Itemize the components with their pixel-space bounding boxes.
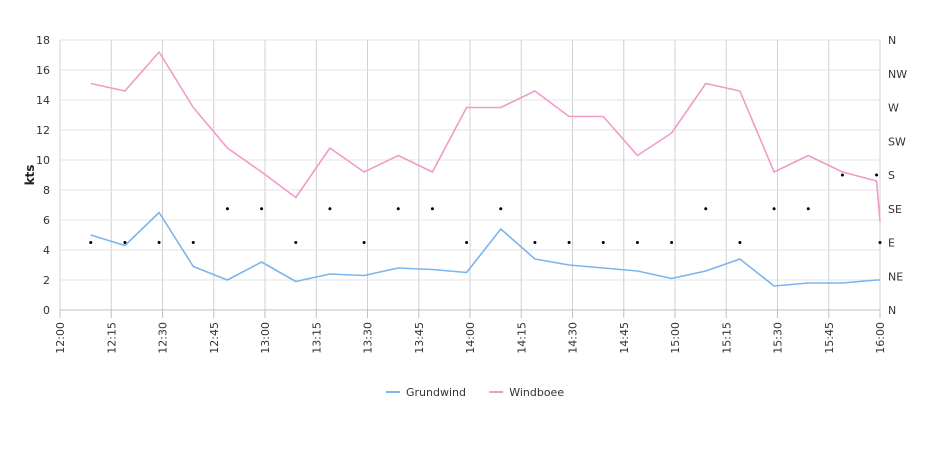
series-line-grundwind	[90, 211, 880, 287]
y-tick-label: 8	[43, 184, 50, 197]
x-tick-label: 14:00	[464, 322, 477, 354]
direction-marker	[704, 207, 708, 211]
x-axis-tick-labels: 12:00 12:15 12:30 12:45 13:00 13:15 13:30 13:45…	[54, 322, 887, 354]
direction-marker	[157, 241, 161, 244]
direction-tick-label: E	[888, 237, 895, 250]
y-tick-label: 4	[43, 244, 50, 257]
direction-markers	[89, 173, 882, 244]
direction-tick-label: NE	[888, 270, 903, 283]
direction-tick-label: W	[888, 102, 899, 115]
direction-marker	[635, 241, 639, 244]
direction-tick-label: N	[888, 34, 896, 47]
x-tick-label: 13:00	[259, 322, 272, 354]
y-tick-label: 12	[36, 124, 50, 137]
y-tick-label: 14	[36, 94, 50, 107]
direction-marker	[806, 207, 810, 211]
x-tick-label: 14:15	[515, 322, 528, 354]
x-tick-label: 13:45	[413, 322, 426, 354]
direction-marker	[738, 241, 742, 244]
direction-marker	[396, 207, 400, 211]
legend-label: Windboee	[509, 386, 564, 399]
legend[interactable]: Grundwind Windboee	[386, 386, 564, 399]
direction-marker	[123, 241, 127, 244]
x-tick-label: 12:15	[105, 322, 118, 354]
series-layer	[90, 51, 881, 287]
x-tick-label: 14:30	[567, 322, 580, 354]
y-tick-label: 2	[43, 274, 50, 287]
x-tick-label: 15:45	[823, 322, 836, 354]
direction-tick-label: SW	[888, 135, 906, 148]
y-tick-label: 0	[43, 304, 50, 317]
x-tick-label: 15:00	[669, 322, 682, 354]
direction-marker	[840, 173, 844, 177]
x-tick-label: 13:15	[310, 322, 323, 354]
y-tick-label: 10	[36, 154, 50, 167]
direction-marker	[533, 241, 537, 244]
direction-marker	[225, 207, 229, 211]
x-tick-label: 12:45	[208, 322, 221, 354]
direction-marker	[328, 207, 332, 211]
y-tick-label: 16	[36, 64, 50, 77]
vertical-gridlines	[59, 40, 881, 318]
y-tick-label: 6	[43, 214, 50, 227]
x-tick-label: 15:15	[720, 322, 733, 354]
direction-marker	[875, 173, 879, 177]
direction-marker	[294, 241, 298, 244]
direction-marker	[772, 207, 776, 211]
x-tick-label: 16:00	[874, 322, 887, 354]
direction-tick-label: SE	[888, 203, 902, 216]
direction-tick-label: N	[888, 304, 896, 317]
direction-marker	[191, 241, 195, 244]
direction-marker	[670, 241, 674, 244]
direction-marker	[260, 207, 264, 211]
direction-marker	[878, 241, 882, 244]
direction-tick-label: S	[888, 169, 895, 182]
direction-marker	[89, 241, 93, 244]
direction-axis-tick-labels: N NE E SE S SW W NW N	[888, 34, 907, 317]
y-axis-title: kts	[23, 165, 37, 186]
y-tick-label: 18	[36, 34, 50, 47]
direction-marker	[499, 207, 503, 211]
legend-item-windboee[interactable]: Windboee	[489, 386, 564, 399]
direction-marker	[362, 241, 366, 244]
direction-marker	[430, 207, 434, 211]
x-tick-label: 12:00	[54, 322, 67, 354]
series-line-windboee	[90, 51, 881, 222]
x-tick-label: 15:30	[772, 322, 785, 354]
direction-marker	[601, 241, 605, 244]
direction-tick-label: NW	[888, 68, 907, 81]
x-tick-label: 13:30	[362, 322, 375, 354]
legend-item-grundwind[interactable]: Grundwind	[386, 386, 466, 399]
x-tick-label: 12:30	[157, 322, 170, 354]
legend-label: Grundwind	[406, 386, 466, 399]
direction-marker	[567, 241, 571, 244]
direction-marker	[465, 241, 469, 244]
y-axis-tick-labels: 0 2 4 6 8 10 12 14 16 18	[36, 34, 50, 317]
x-tick-label: 14:45	[618, 322, 631, 354]
